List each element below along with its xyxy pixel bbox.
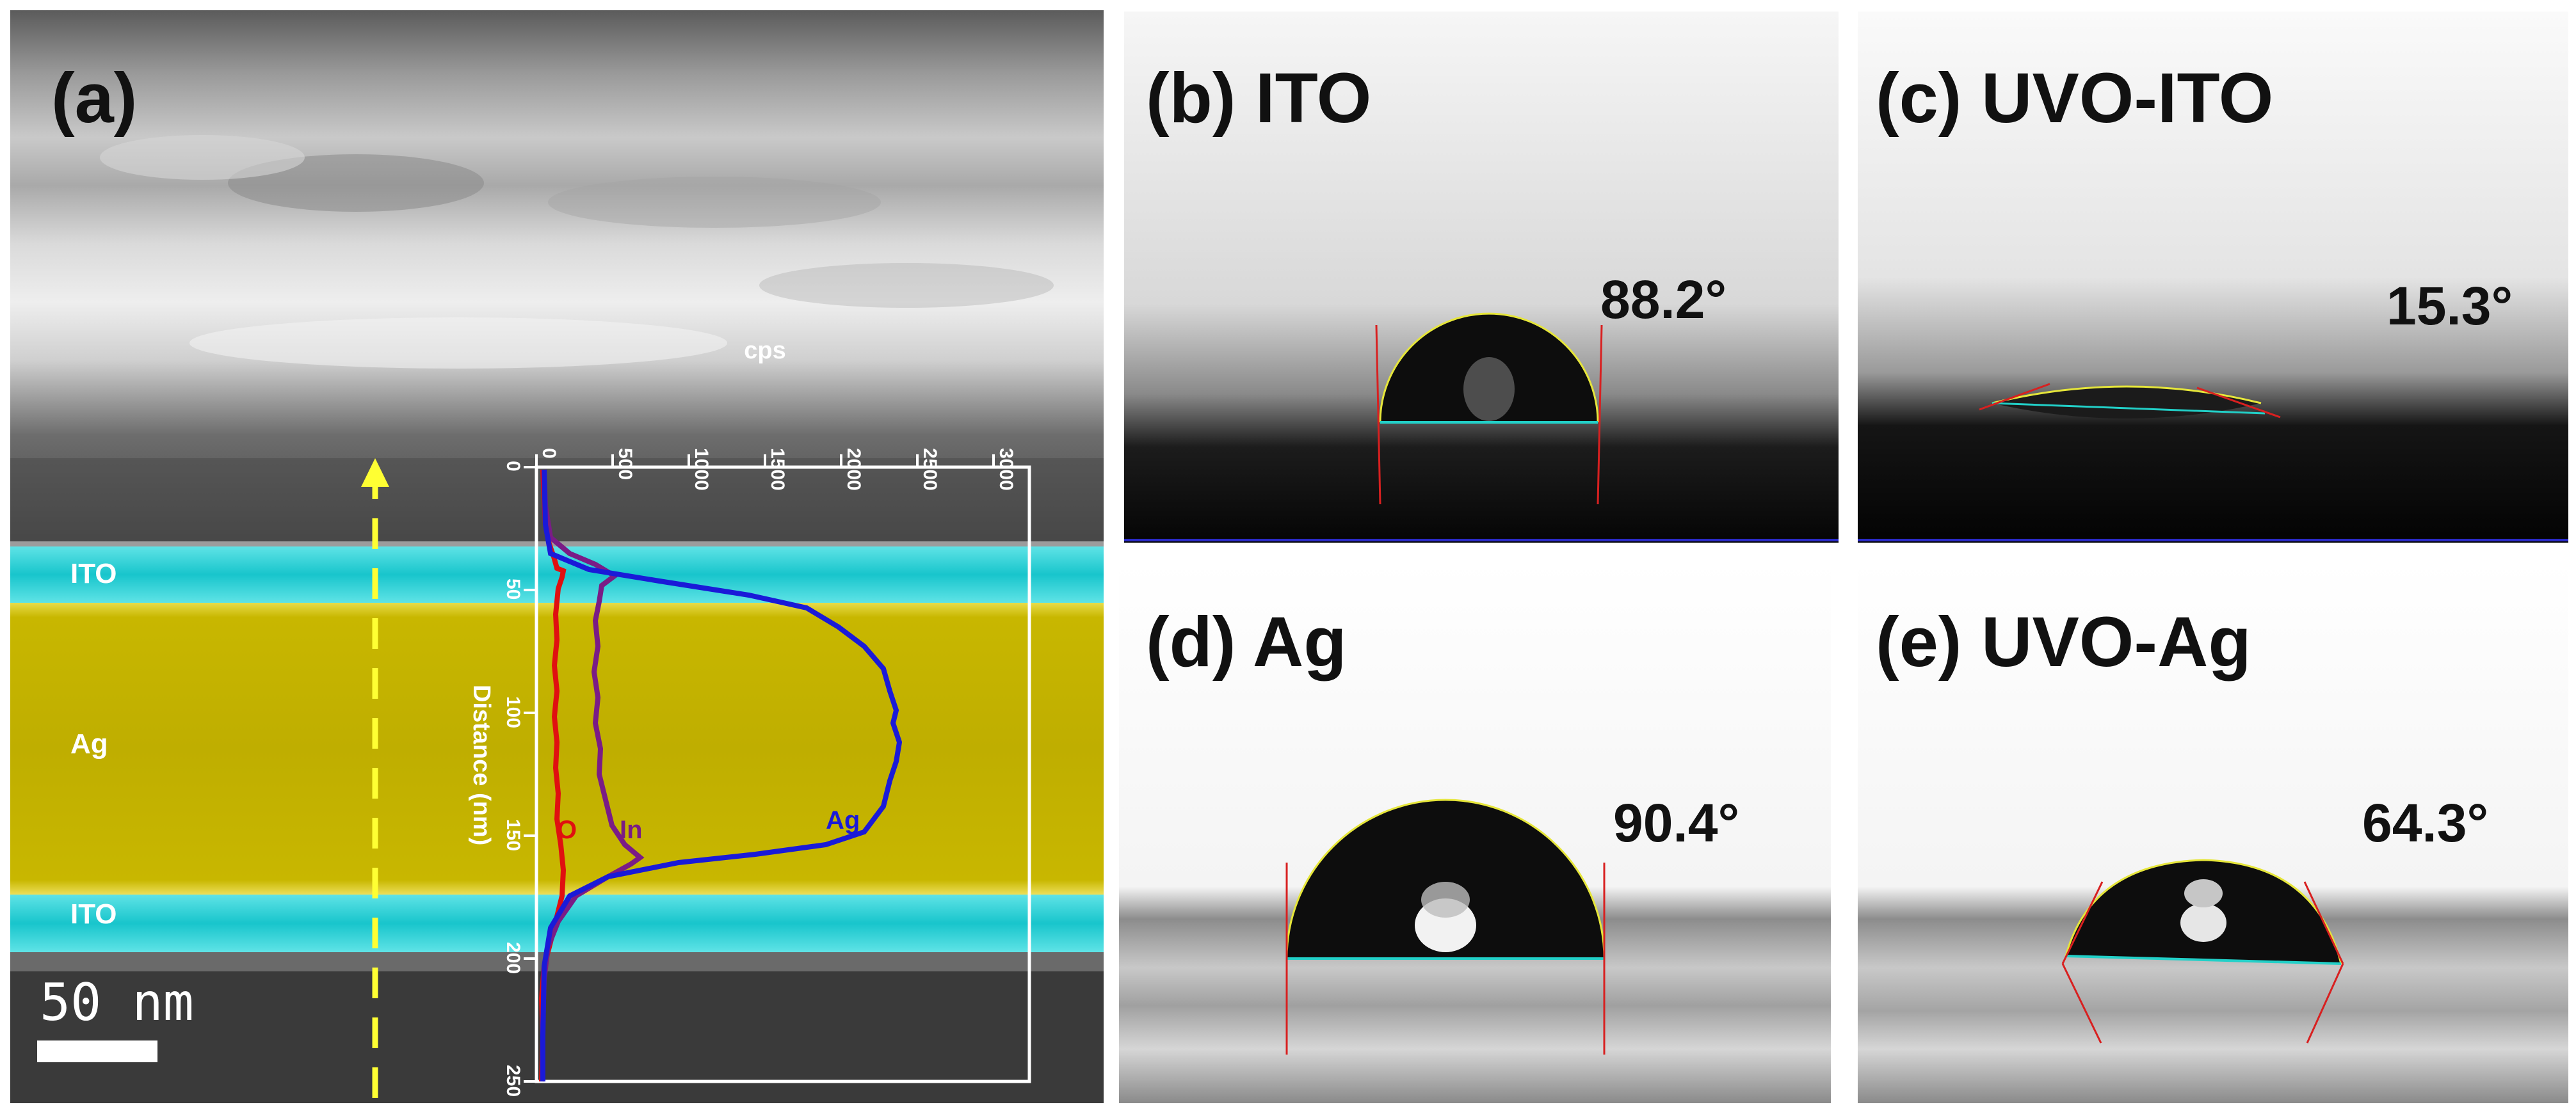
ag-profile-line xyxy=(540,469,903,1081)
layer-label-ito-top: ITO xyxy=(70,558,117,589)
edx-profile-plot: 0 500 1000 1500 2000 2500 3000 0 50 100 … xyxy=(448,333,1056,1101)
y-axis-label: Distance (nm) xyxy=(468,685,495,845)
x-tick-500: 500 xyxy=(615,448,636,480)
panel-d-label: (d) Ag xyxy=(1146,603,1347,682)
panel-a-label: (a) xyxy=(51,59,138,138)
panel-c-label: (c) UVO-ITO xyxy=(1876,59,2274,138)
panel-d-droplet-image xyxy=(1119,562,1831,1103)
x-tick-2500: 2500 xyxy=(919,448,940,491)
y-tick-250: 250 xyxy=(503,1065,524,1097)
x-tick-1500: 1500 xyxy=(767,448,788,491)
o-series-label: O xyxy=(557,816,577,844)
in-series-label: In xyxy=(620,816,643,844)
x-tick-3000: 3000 xyxy=(995,448,1017,491)
x-tick-0: 0 xyxy=(538,448,559,459)
x-tick-2000: 2000 xyxy=(843,448,864,491)
panel-d-contact-angle: 90.4° xyxy=(1613,793,1740,853)
in-profile-line xyxy=(540,469,645,1081)
panel-e-droplet-image xyxy=(1858,562,2568,1103)
y-tick-150: 150 xyxy=(503,819,524,851)
panel-c-droplet-image xyxy=(1858,12,2568,543)
y-tick-100: 100 xyxy=(503,696,524,728)
x-axis-label: cps xyxy=(744,337,785,364)
panel-c-contact-angle: 15.3° xyxy=(2387,276,2513,336)
layer-label-ag: Ag xyxy=(70,728,108,760)
ag-series-label: Ag xyxy=(826,806,860,834)
panel-b-contact-angle: 88.2° xyxy=(1600,269,1727,330)
y-tick-0: 0 xyxy=(503,461,524,472)
x-tick-1000: 1000 xyxy=(691,448,712,491)
scale-bar-label: 50 nm xyxy=(40,973,194,1032)
panel-b-label: (b) ITO xyxy=(1146,59,1372,138)
y-tick-50: 50 xyxy=(503,578,524,600)
scale-bar xyxy=(37,1040,157,1062)
layer-label-ito-bottom: ITO xyxy=(70,898,117,930)
y-tick-200: 200 xyxy=(503,942,524,974)
panel-e-label: (e) UVO-Ag xyxy=(1876,603,2251,682)
panel-b-droplet-image xyxy=(1124,12,1839,543)
panel-e-contact-angle: 64.3° xyxy=(2362,793,2489,853)
panel-a-tem-image xyxy=(10,10,1104,1103)
